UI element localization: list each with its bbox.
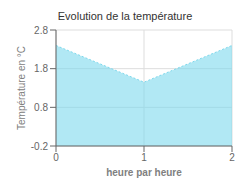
svg-text:heure par heure: heure par heure xyxy=(106,167,182,178)
svg-text:-0.2: -0.2 xyxy=(31,141,49,152)
svg-text:0: 0 xyxy=(53,152,59,163)
html-text:Evolution de la température: Evolution de la température xyxy=(57,10,193,22)
svg-text:1: 1 xyxy=(141,152,147,163)
svg-text:1.8: 1.8 xyxy=(34,63,48,74)
svg-text:0.8: 0.8 xyxy=(34,102,48,113)
svg-text:2.8: 2.8 xyxy=(34,25,48,36)
svg-text:Température en °C: Température en °C xyxy=(16,46,27,130)
svg-text:2: 2 xyxy=(229,152,235,163)
